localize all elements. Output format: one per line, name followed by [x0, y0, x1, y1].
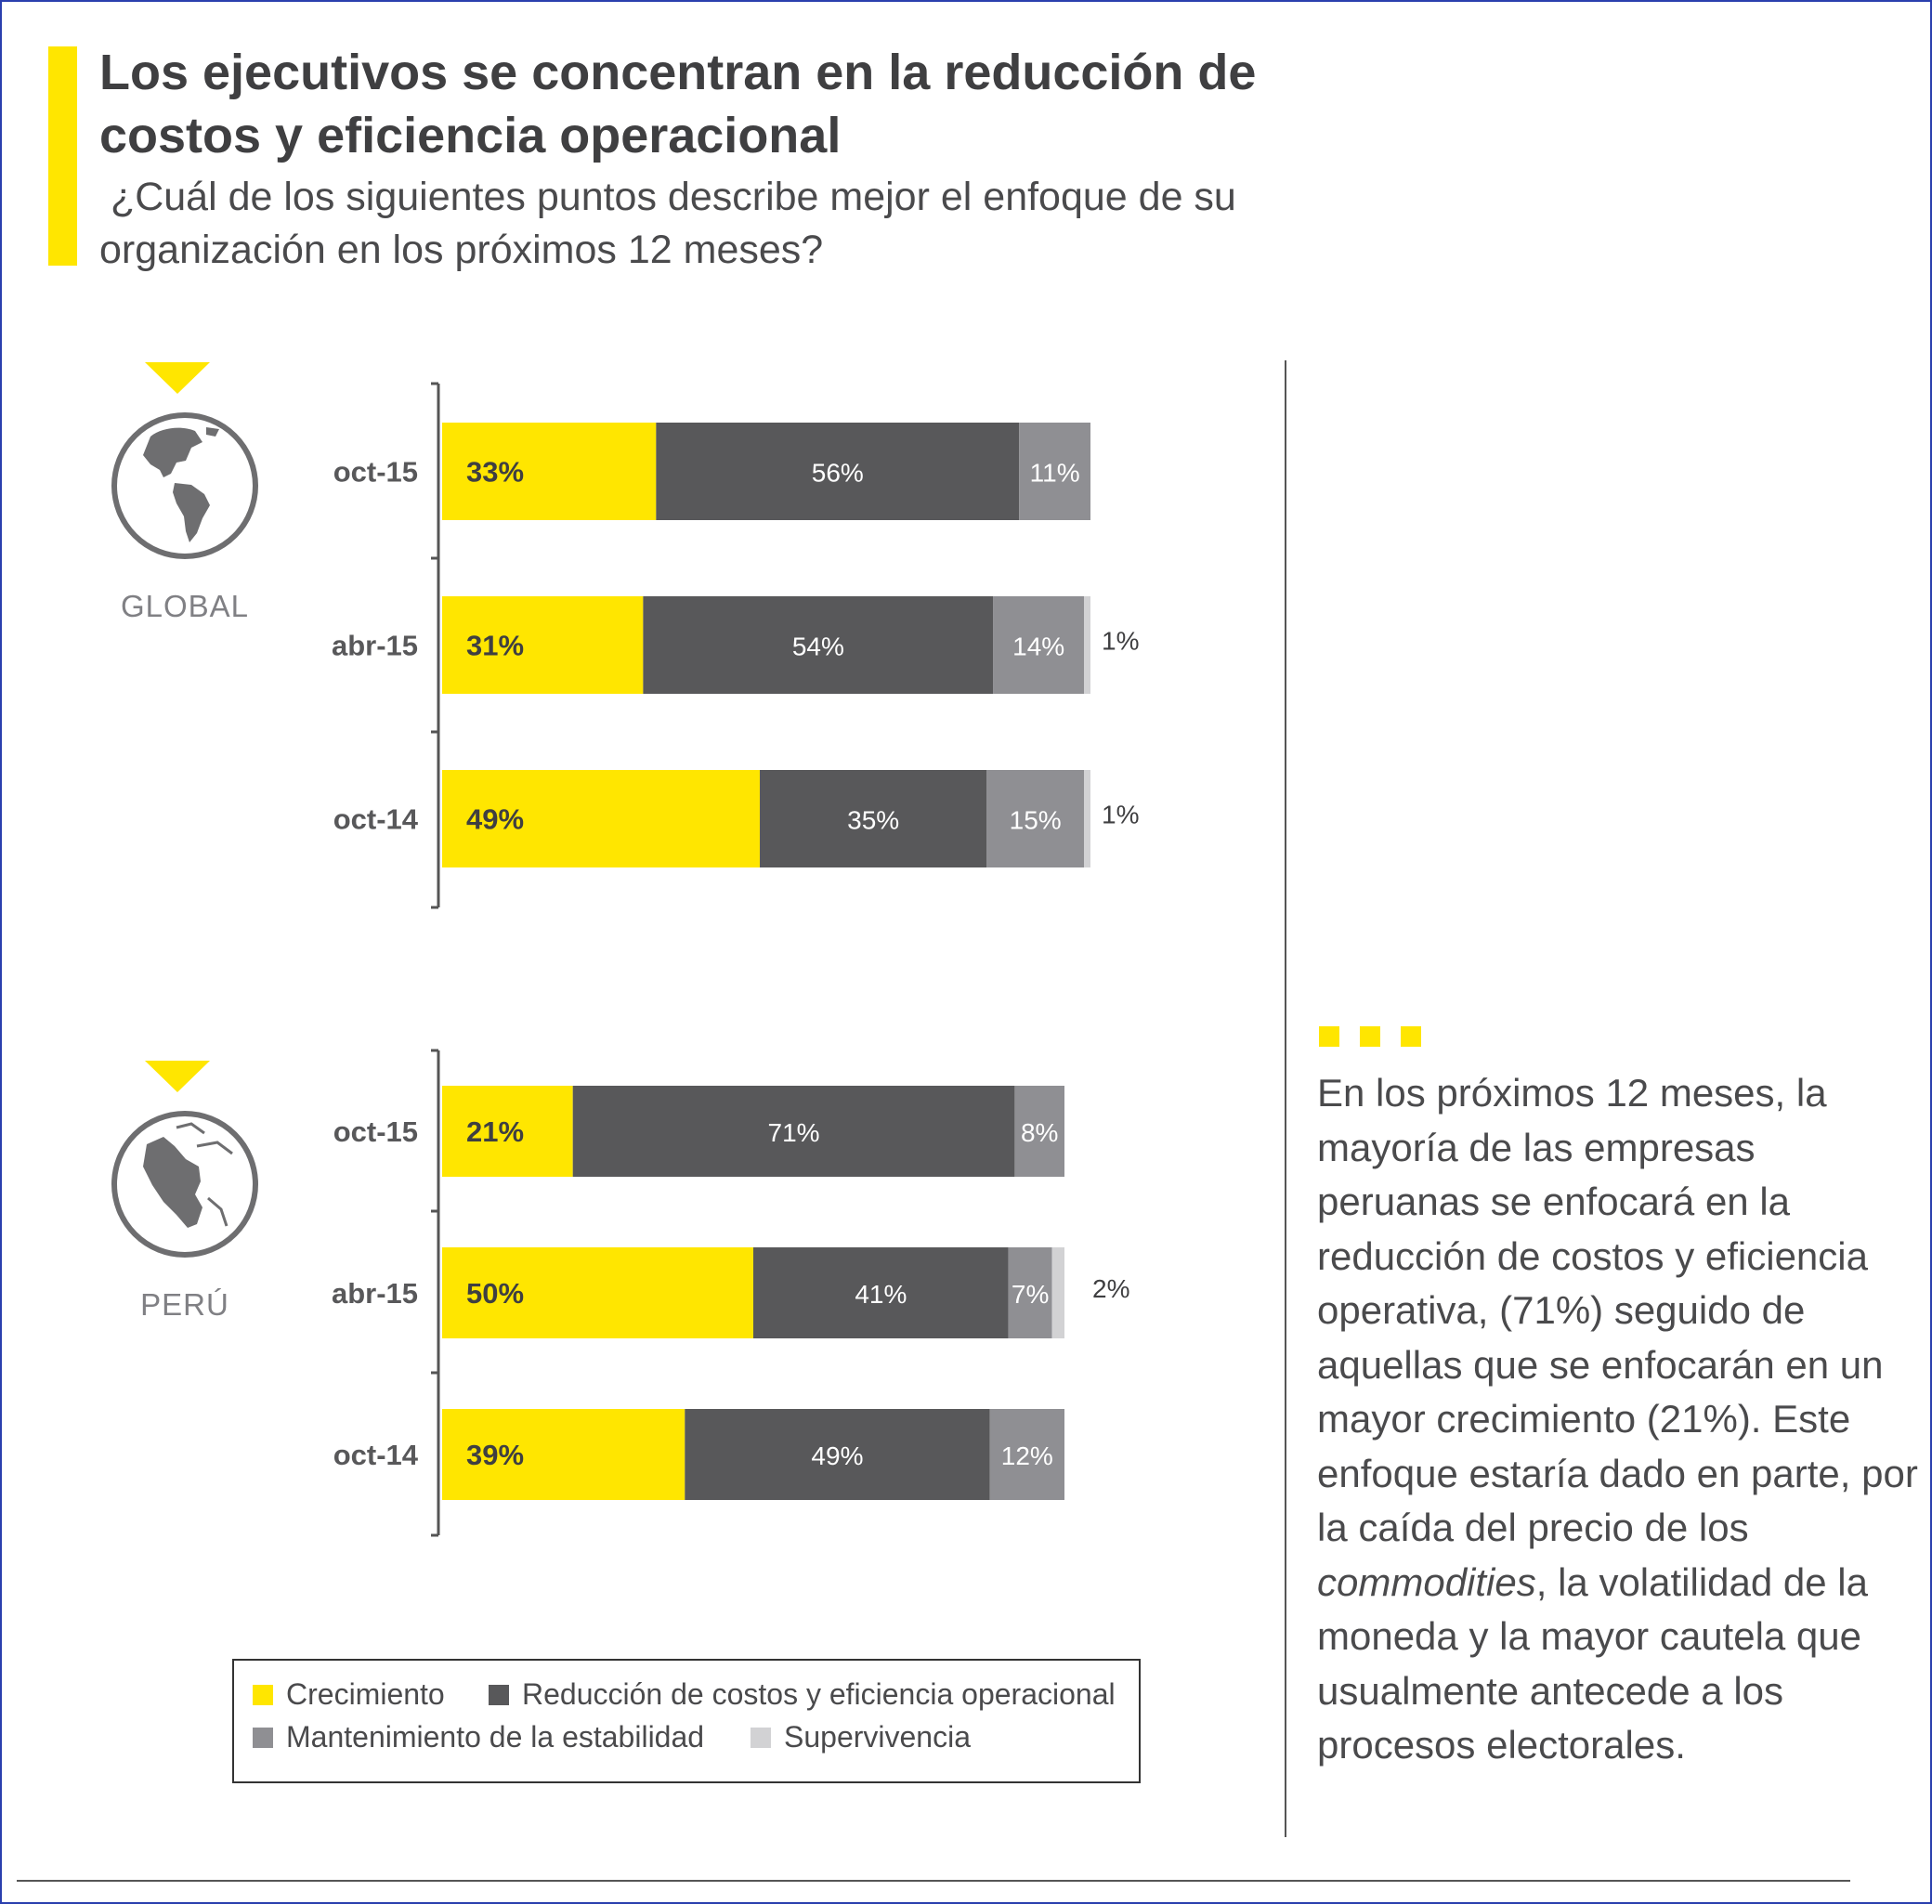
data-label: 2%	[1092, 1274, 1129, 1303]
bar-segment	[685, 1409, 990, 1500]
legend-item-reduccion: Reducción de costos y eficiencia operaci…	[489, 1677, 1116, 1712]
bar-segment	[643, 596, 994, 694]
bar-segment	[986, 770, 1085, 867]
data-label: 49%	[811, 1441, 863, 1470]
category-label: abr-15	[332, 630, 418, 662]
chart-legend: Crecimiento Reducción de costos y eficie…	[232, 1659, 1141, 1783]
bar-segment	[1051, 1247, 1064, 1338]
bar-segment	[1008, 1247, 1052, 1338]
bar-segment	[1014, 1086, 1064, 1177]
bar-segment	[442, 770, 761, 867]
commentary-part: En los próximos 12 meses, la mayoría de …	[1317, 1071, 1918, 1549]
data-label: 39%	[466, 1439, 524, 1471]
region-label-global: GLOBAL	[120, 589, 250, 623]
bar-segment	[753, 1247, 1009, 1338]
legend-label: Mantenimiento de la estabilidad	[286, 1720, 705, 1754]
bar-segment	[572, 1086, 1015, 1177]
title-accent-bar	[48, 46, 77, 266]
legend-item-supervivencia: Supervivencia	[751, 1720, 971, 1754]
data-label: 56%	[812, 459, 864, 488]
bar-segment	[1084, 770, 1090, 867]
region-global: GLOBAL	[106, 362, 264, 632]
data-label: 50%	[466, 1277, 524, 1310]
legend-swatch	[253, 1728, 273, 1748]
legend-swatch	[751, 1728, 771, 1748]
data-label: 1%	[1102, 801, 1139, 829]
bar-segment	[442, 1409, 685, 1500]
category-label: oct-14	[333, 803, 419, 836]
data-label: 15%	[1010, 806, 1062, 835]
data-label: 49%	[466, 803, 524, 836]
bar-segment	[989, 1409, 1064, 1500]
pointer-triangle-icon	[145, 362, 210, 394]
legend-swatch	[253, 1685, 273, 1705]
bar-segment	[442, 1086, 573, 1177]
legend-item-crecimiento: Crecimiento	[253, 1677, 445, 1712]
category-label: oct-15	[333, 1115, 418, 1148]
globe-peru-icon	[111, 1111, 258, 1258]
bar-segment	[656, 423, 1020, 520]
chart-subtitle: ¿Cuál de los siguientes puntos describe …	[99, 175, 1247, 272]
commentary-italic: commodities	[1317, 1559, 1536, 1604]
vertical-divider	[1285, 360, 1286, 1837]
data-label: 33%	[466, 456, 524, 489]
data-label: 71%	[768, 1118, 820, 1147]
pointer-triangle-icon	[145, 1061, 210, 1092]
bar-segment	[442, 1247, 753, 1338]
globe-americas-icon	[111, 412, 258, 559]
decorative-squares	[1319, 1026, 1442, 1051]
data-label: 14%	[1012, 632, 1064, 661]
data-label: 54%	[792, 632, 844, 661]
legend-label: Reducción de costos y eficiencia operaci…	[522, 1677, 1116, 1711]
data-label: 31%	[466, 630, 524, 662]
category-label: oct-14	[333, 1439, 419, 1471]
bar-charts: oct-15 33% 56% 11% abr-15 31% 54% 14% 1% oct-14 49…	[332, 382, 1139, 1537]
commentary-text: En los próximos 12 meses, la mayoría de …	[1317, 1066, 1921, 1773]
data-label: 35%	[847, 806, 899, 835]
chart-title: Los ejecutivos se concentran en la reduc…	[99, 45, 1257, 163]
legend-item-mantenimiento: Mantenimiento de la estabilidad	[253, 1720, 704, 1754]
data-label: 8%	[1021, 1118, 1058, 1147]
data-label: 21%	[466, 1115, 524, 1148]
region-peru: PERÚ	[106, 1061, 264, 1330]
bar-segment	[760, 770, 987, 867]
data-label: 11%	[1030, 459, 1080, 488]
data-label: 41%	[855, 1280, 907, 1309]
category-label: abr-15	[332, 1277, 418, 1310]
category-label: oct-15	[333, 456, 418, 489]
data-label: 12%	[1001, 1441, 1053, 1470]
data-label: 1%	[1102, 627, 1139, 656]
commentary-part: , la volatilidad de la moneda y la mayor…	[1317, 1559, 1868, 1767]
bar-segment	[442, 596, 644, 694]
bar-segment	[1084, 596, 1090, 694]
region-label-peru: PERÚ	[140, 1287, 229, 1322]
bar-segment	[442, 423, 657, 520]
bar-segment	[1019, 423, 1090, 520]
legend-label: Crecimiento	[286, 1677, 445, 1711]
data-label: 7%	[1012, 1280, 1049, 1309]
horizontal-divider	[17, 1880, 1850, 1882]
bar-segment	[993, 596, 1085, 694]
legend-label: Supervivencia	[784, 1720, 971, 1754]
legend-swatch	[489, 1685, 509, 1705]
